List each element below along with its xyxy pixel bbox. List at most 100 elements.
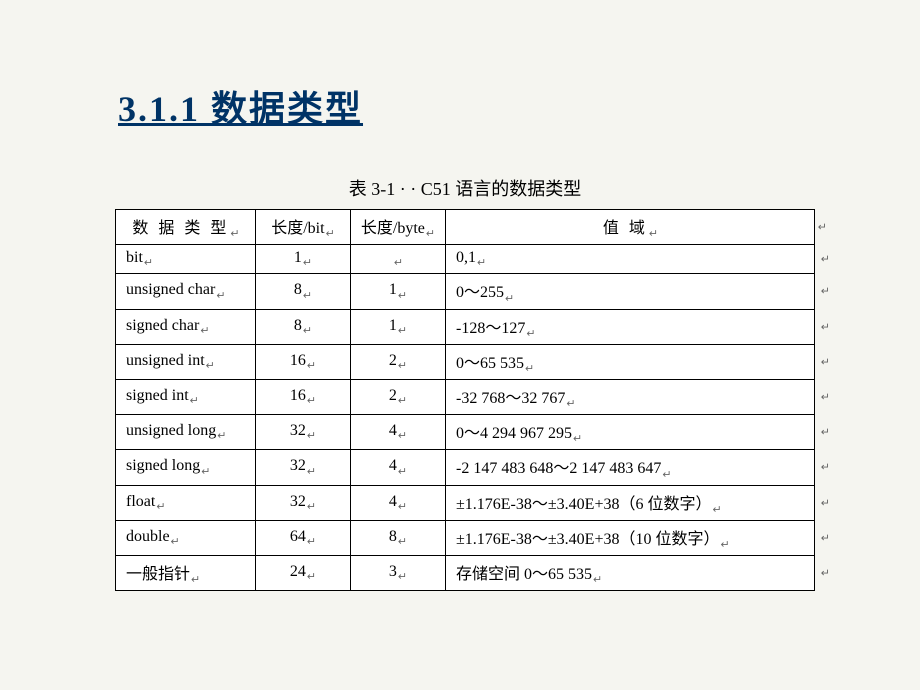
paragraph-mark-icon: ↵	[821, 285, 830, 298]
cell-value: 8	[294, 281, 302, 298]
cell-value: 16	[290, 352, 306, 369]
cell-value: 1	[389, 281, 397, 298]
paragraph-mark-icon: ↵	[398, 325, 407, 337]
cell-value: 0～255	[456, 284, 504, 301]
cell-value: -2 147 483 648～2 147 483 647	[456, 460, 661, 477]
paragraph-mark-icon: ↵	[821, 355, 830, 368]
paragraph-mark-icon: ↵	[171, 536, 180, 548]
paragraph-mark-icon: ↵	[712, 504, 721, 516]
table-row: unsigned long↵32↵4↵0～4 294 967 295↵↵	[116, 415, 815, 450]
paragraph-mark-icon: ↵	[216, 290, 225, 302]
table-cell: 1↵	[351, 309, 446, 344]
paragraph-mark-icon: ↵	[821, 426, 830, 439]
table-cell: signed int↵	[116, 379, 256, 414]
paragraph-mark-icon: ↵	[217, 430, 226, 442]
table-row: float↵32↵4↵±1.176E-38～±3.40E+38（6 位数字）↵↵	[116, 485, 815, 520]
cell-value: unsigned long	[126, 422, 216, 439]
table-cell: 8↵	[351, 520, 446, 555]
paragraph-mark-icon: ↵	[307, 395, 316, 407]
table-cell: -2 147 483 648～2 147 483 647↵↵	[446, 450, 815, 485]
paragraph-mark-icon: ↵	[307, 360, 316, 372]
cell-value: 8	[294, 317, 302, 334]
table-cell: ±1.176E-38～±3.40E+38（10 位数字）↵↵	[446, 520, 815, 555]
header-range: 值 域↵ ↵	[446, 210, 815, 245]
cell-value: bit	[126, 249, 143, 266]
table-cell: 2↵	[351, 344, 446, 379]
table-cell: 0～255↵↵	[446, 274, 815, 309]
header-len-bit: 长度/bit↵	[256, 210, 351, 245]
table-cell: 0～4 294 967 295↵↵	[446, 415, 815, 450]
paragraph-mark-icon: ↵	[821, 531, 830, 544]
paragraph-mark-icon: ↵	[206, 360, 215, 372]
header-len-bit-label: 长度/bit	[271, 220, 324, 237]
header-len-byte-label: 长度/byte	[361, 220, 425, 237]
table-cell: 存储空间 0～65 535↵↵	[446, 555, 815, 590]
cell-value: ±1.176E-38～±3.40E+38（6 位数字）	[456, 496, 711, 513]
paragraph-mark-icon: ↵	[426, 228, 435, 240]
table-cell: -128～127↵↵	[446, 309, 815, 344]
paragraph-mark-icon: ↵	[720, 539, 729, 551]
table-cell: 0～65 535↵↵	[446, 344, 815, 379]
table-cell: 0,1↵↵	[446, 245, 815, 274]
table-cell: unsigned long↵	[116, 415, 256, 450]
table-cell: signed long↵	[116, 450, 256, 485]
cell-value: float	[126, 493, 155, 510]
table-header-row: 数 据 类 型↵ 长度/bit↵ 长度/byte↵ 值 域↵ ↵	[116, 210, 815, 245]
paragraph-mark-icon: ↵	[307, 536, 316, 548]
table-cell: 1↵	[351, 274, 446, 309]
cell-value: 64	[290, 528, 306, 545]
paragraph-mark-icon: ↵	[303, 257, 312, 269]
cell-value: 存储空间 0～65 535	[456, 566, 592, 583]
table-cell: 4↵	[351, 450, 446, 485]
cell-value: 16	[290, 387, 306, 404]
paragraph-mark-icon: ↵	[526, 328, 535, 340]
table-cell: 4↵	[351, 415, 446, 450]
table-cell: unsigned char↵	[116, 274, 256, 309]
paragraph-mark-icon: ↵	[821, 566, 830, 579]
paragraph-mark-icon: ↵	[398, 501, 407, 513]
table-caption: 表 3-1 · · C51 语言的数据类型	[115, 175, 815, 201]
cell-value: 一般指针	[126, 566, 190, 583]
table-cell: 1↵	[256, 245, 351, 274]
table-cell: unsigned int↵	[116, 344, 256, 379]
table-cell: 3↵	[351, 555, 446, 590]
table-cell: ±1.176E-38～±3.40E+38（6 位数字）↵↵	[446, 485, 815, 520]
cell-value: -128～127	[456, 320, 525, 337]
paragraph-mark-icon: ↵	[190, 395, 199, 407]
paragraph-mark-icon: ↵	[573, 433, 582, 445]
table-cell: 一般指针↵	[116, 555, 256, 590]
cell-value: 4	[389, 493, 397, 510]
table-cell: float↵	[116, 485, 256, 520]
cell-value: 2	[389, 387, 397, 404]
cell-value: 32	[290, 422, 306, 439]
table-cell: bit↵	[116, 245, 256, 274]
table-body: bit↵1↵↵0,1↵↵unsigned char↵8↵1↵0～255↵↵sig…	[116, 245, 815, 591]
cell-value: signed char	[126, 317, 199, 334]
cell-value: 32	[290, 493, 306, 510]
paragraph-mark-icon: ↵	[191, 574, 200, 586]
cell-value: 32	[290, 457, 306, 474]
header-len-byte: 长度/byte↵	[351, 210, 446, 245]
paragraph-mark-icon: ↵	[662, 469, 671, 481]
paragraph-mark-icon: ↵	[303, 290, 312, 302]
paragraph-mark-icon: ↵	[307, 430, 316, 442]
paragraph-mark-icon: ↵	[144, 257, 153, 269]
paragraph-mark-icon: ↵	[398, 571, 407, 583]
table-cell: 24↵	[256, 555, 351, 590]
table-cell: ↵	[351, 245, 446, 274]
table-cell: double↵	[116, 520, 256, 555]
paragraph-mark-icon: ↵	[394, 257, 403, 269]
paragraph-mark-icon: ↵	[505, 293, 514, 305]
cell-value: 4	[389, 422, 397, 439]
cell-value: unsigned int	[126, 352, 205, 369]
cell-value: 3	[389, 563, 397, 580]
paragraph-mark-icon: ↵	[821, 496, 830, 509]
table-cell: 64↵	[256, 520, 351, 555]
paragraph-mark-icon: ↵	[398, 536, 407, 548]
header-datatype: 数 据 类 型↵	[116, 210, 256, 245]
header-range-label: 值 域	[603, 220, 648, 237]
cell-value: 8	[389, 528, 397, 545]
table-cell: 2↵	[351, 379, 446, 414]
table-cell: 4↵	[351, 485, 446, 520]
cell-value: 4	[389, 457, 397, 474]
